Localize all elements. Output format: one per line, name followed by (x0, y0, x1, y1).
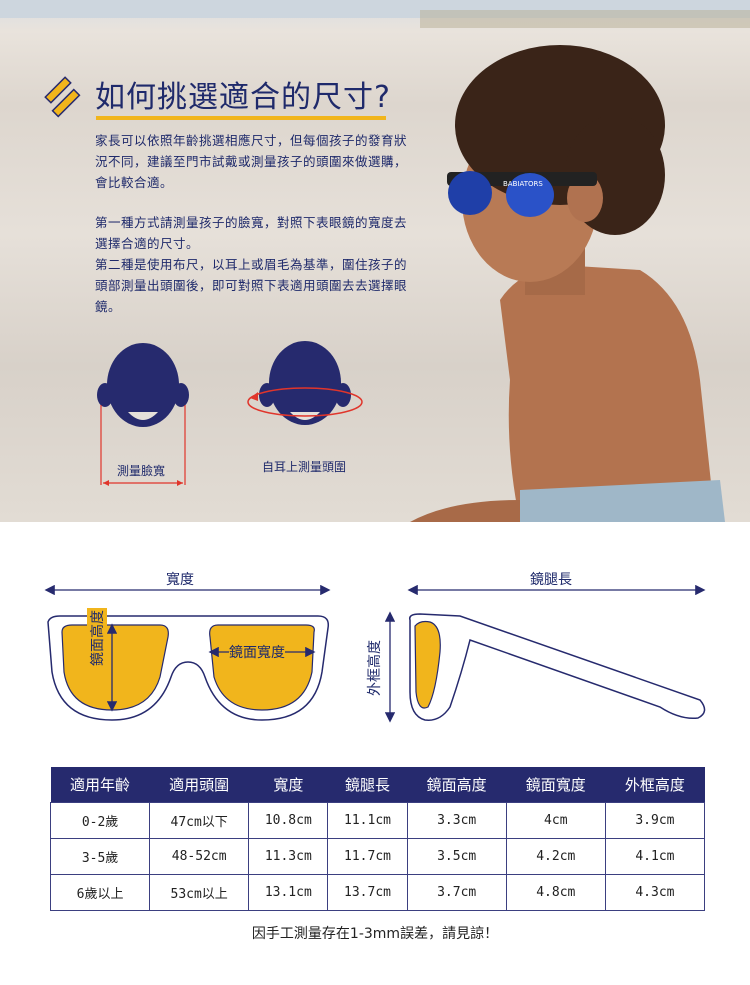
temple-length-label: 鏡腿長 (530, 572, 572, 588)
table-cell: 3.7cm (406, 873, 507, 911)
table-cell: 3.5cm (406, 837, 507, 875)
table-cell: 3-5歲 (49, 837, 151, 875)
lens-width-label: 鏡面寬度 (229, 642, 285, 662)
table-cell: 10.8cm (248, 801, 329, 839)
table-cell: 4cm (505, 801, 606, 839)
table-row: 3-5歲 48-52cm 11.3cm 11.7cm 3.5cm 4.2cm 4… (49, 837, 706, 875)
column-header: 鏡腿長 (327, 767, 408, 802)
table-header-row: 適用年齡 適用頭圍 寬度 鏡腿長 鏡面高度 鏡面寬度 外框高度 (50, 767, 705, 802)
table-cell: 4.3cm (604, 873, 706, 911)
column-header: 外框高度 (605, 767, 705, 802)
table-cell: 47cm以下 (149, 801, 250, 839)
table-cell: 4.2cm (505, 837, 606, 875)
glasses-brand-logo: BABIATORS (503, 180, 543, 188)
pencil-ruler-icon (44, 76, 81, 118)
table-cell: 6歲以上 (49, 873, 151, 911)
page-title: 如何挑選適合的尺寸? (95, 80, 391, 115)
table-cell: 13.1cm (248, 873, 329, 911)
column-header: 鏡面寬度 (506, 767, 606, 802)
face-width-head-icon (97, 343, 189, 486)
column-header: 適用頭圍 (149, 767, 249, 802)
title-underline (96, 116, 386, 120)
table-cell: 48-52cm (149, 837, 250, 875)
table-cell: 4.1cm (604, 837, 706, 875)
child-photo: BABIATORS (0, 0, 750, 522)
size-table: 適用年齡 適用頭圍 寬度 鏡腿長 鏡面高度 鏡面寬度 外框高度 0-2歲 47c… (49, 767, 706, 911)
table-cell: 53cm以上 (149, 873, 250, 911)
method-one-text: 第一種方式請測量孩子的臉寬，對照下表眼鏡的寬度去選擇合適的尺寸。 (95, 215, 408, 251)
table-row: 0-2歲 47cm以下 10.8cm 11.1cm 3.3cm 4cm 3.9c… (49, 801, 706, 839)
hero-photo: BABIATORS 如何挑選適合的尺寸? 家長可以依照年齡挑選相應尺寸，但每個孩… (0, 0, 750, 522)
table-cell: 4.8cm (505, 873, 606, 911)
table-cell: 3.3cm (406, 801, 507, 839)
frame-height-label: 外框高度 (364, 638, 384, 698)
head-circumference-label: 自耳上測量頭圍 (262, 460, 347, 474)
method-two-text: 第二種是使用布尺，以耳上或眉毛為基準，圍住孩子的頭部測量出頭圍後，即可對照下表適… (95, 257, 408, 314)
side-frame (408, 613, 706, 721)
table-cell: 11.1cm (327, 801, 408, 839)
right-lens (209, 624, 315, 711)
column-header: 寬度 (248, 767, 328, 802)
lens-height-label: 鏡面高度 (87, 608, 107, 668)
table-cell: 3.9cm (604, 801, 706, 839)
face-width-label: 測量臉寬 (117, 464, 166, 478)
width-label: 寬度 (166, 572, 194, 588)
table-cell: 11.3cm (248, 837, 329, 875)
intro-paragraph: 家長可以依照年齡挑選相應尺寸，但每個孩子的發育狀況不同，建議至門市試戴或測量孩子… (95, 133, 408, 190)
method-paragraph: 第一種方式請測量孩子的臉寬，對照下表眼鏡的寬度去選擇合適的尺寸。 第二種是使用布… (95, 212, 415, 317)
column-header: 適用年齡 (50, 767, 150, 802)
glasses-diagram (44, 584, 706, 723)
table-row: 6歲以上 53cm以上 13.1cm 13.7cm 3.7cm 4.8cm 4.… (49, 873, 706, 911)
column-header: 鏡面高度 (407, 767, 507, 802)
table-cell: 11.7cm (327, 837, 408, 875)
measurement-footnote: 因手工測量存在1-3mm誤差，請見諒！ (251, 926, 499, 942)
head-circumference-icon (247, 341, 363, 425)
table-cell: 0-2歲 (49, 801, 151, 839)
table-cell: 13.7cm (327, 873, 408, 911)
